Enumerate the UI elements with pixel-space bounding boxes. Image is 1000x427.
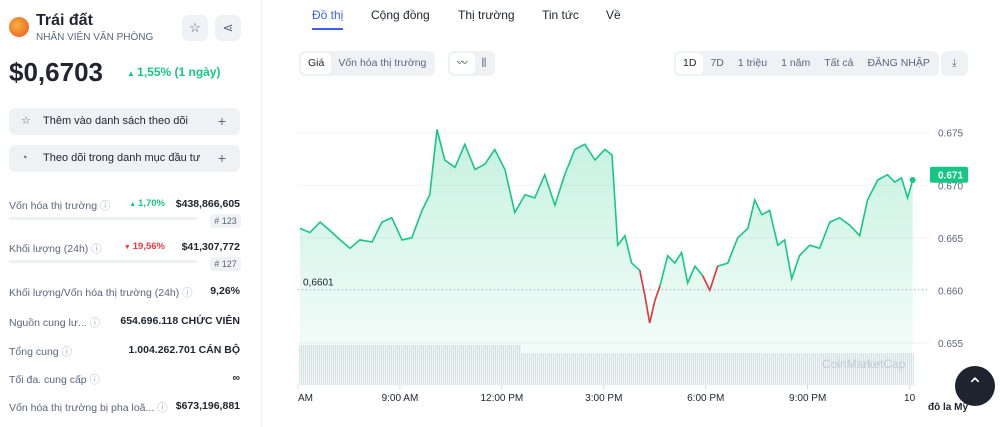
volume-bar [299, 345, 301, 385]
price-change: 1,55% (1 ngày) [127, 65, 220, 79]
stat-value: ∞ [232, 372, 241, 384]
range-button[interactable]: ĐĂNG NHẬP [867, 57, 930, 69]
stat-label: Khối lượng/Vốn hóa thị trường (24h) [9, 285, 193, 300]
y-tick-label: 0.665 [938, 234, 963, 245]
stat-change: 19,56% [124, 241, 165, 252]
price-area [300, 129, 913, 385]
stat-value: 654.696.118 CHỨC VIÊN [120, 315, 240, 327]
x-tick-label: 10 [904, 393, 916, 404]
last-point [909, 177, 916, 183]
range-button[interactable]: 1 năm [781, 57, 811, 69]
x-tick-label: 9:00 AM [382, 393, 419, 404]
candle-style-button[interactable]: ⫼ [481, 57, 487, 69]
stat-value: $673,196,881 [175, 400, 240, 412]
range-button[interactable]: Tất cả [824, 57, 854, 69]
download-button[interactable]: ⤓ [941, 51, 968, 76]
rank-badge: # 127 [210, 257, 241, 271]
price-line-below [701, 275, 711, 291]
chart-style: 〰 ⫼ [448, 51, 496, 76]
x-tick-label: 12:00 PM [480, 393, 523, 404]
stat-value: 9,26% [210, 285, 240, 297]
tab[interactable]: Tin tức [542, 8, 579, 22]
x-tick-label: 9:00 PM [789, 393, 826, 404]
stat-change: 1,70% [129, 198, 165, 209]
current-price-tag [930, 166, 968, 183]
x-tick-label: 6:00 PM [687, 393, 724, 404]
price-line-below [654, 285, 661, 302]
sidebar: Trái đất NHÂN VIÊN VĂN PHÒNG ☆ ⋖ $0,6703… [0, 0, 262, 427]
stat-label: Vốn hóa thị trường bị pha loã... [9, 400, 168, 415]
tab[interactable]: Đồ thị [312, 8, 344, 30]
x-tick-label: 3:00 PM [585, 393, 622, 404]
stat-value: $41,307,772 [181, 241, 240, 253]
stat-row: Nguồn cung lư... 654.696.118 CHỨC VIÊN [9, 315, 240, 331]
y-tick-label: 0.660 [938, 286, 963, 297]
stat-value: 1.004.262.701 CÁN BỘ [128, 344, 240, 356]
range-button[interactable]: 1D [676, 53, 704, 74]
scroll-top-button[interactable]: ⌃ [955, 366, 995, 406]
stat-label: Nguồn cung lư... [9, 315, 100, 330]
volume-bar [913, 353, 915, 385]
coin-logo [9, 17, 29, 37]
range-selector: 1D 7D 1 triệu 1 năm Tất cả ĐĂNG NHẬP [674, 51, 939, 76]
toggle-button[interactable]: Vốn hóa thị trường [338, 57, 427, 69]
tab[interactable]: Về [606, 8, 621, 22]
tab[interactable]: Thị trường [458, 8, 515, 22]
line-style-button[interactable]: 〰 [450, 53, 475, 74]
stat-row: Khối lượng/Vốn hóa thị trường (24h) 9,26% [9, 285, 240, 301]
button-label: Thêm vào danh sách theo dõi [43, 115, 188, 127]
range-button[interactable]: 1 triệu [737, 57, 768, 69]
rank-badge: # 123 [210, 214, 241, 228]
stat-value: $438,866,605 [175, 198, 240, 210]
stat-label: Khối lượng (24h) [9, 241, 102, 256]
price-line-below [648, 300, 656, 324]
price-line-below [639, 270, 646, 296]
price-line [299, 129, 914, 324]
tab[interactable]: Cộng đồng [371, 8, 430, 22]
stat-label: Tổng cung [9, 344, 72, 359]
rank-bar [9, 260, 197, 263]
toggle-button[interactable]: Giá [301, 53, 332, 74]
x-tick-label: AM [298, 393, 313, 404]
stat-label: Tối đa. cung cấp [9, 372, 100, 387]
coin-name: Trái đất [36, 12, 93, 29]
currency-label: đô la Mỹ [928, 402, 969, 413]
stat-label: Vốn hóa thị trường [9, 198, 110, 213]
range-button[interactable]: 7D [710, 57, 724, 69]
current-price-label: 0.671 [938, 171, 963, 182]
watchlist-button[interactable]: ☆ Thêm vào danh sách theo dõi [9, 108, 240, 135]
price-line-below [709, 265, 719, 291]
stat-row: Vốn hóa thị trường bị pha loã... $673,196… [9, 400, 240, 416]
rank-bar [9, 217, 197, 220]
star-button[interactable]: ☆ [182, 15, 208, 41]
share-button[interactable]: ⋖ [215, 15, 241, 41]
y-tick-label: 0.675 [938, 129, 963, 140]
y-tick-label: 0.655 [938, 339, 963, 350]
stat-row: Vốn hóa thị trường 1,70% $438,866,605 [9, 198, 240, 214]
reference-label: 0,6601 [303, 277, 334, 288]
price-line-below [644, 295, 651, 324]
stat-row: Tổng cung 1.004.262.701 CÁN BỘ [9, 344, 240, 360]
coin-subtitle: NHÂN VIÊN VĂN PHÒNG [36, 32, 154, 43]
portfolio-button[interactable]: ◔ Theo dõi trong danh mục đầu tư [9, 145, 240, 172]
stat-row: Khối lượng (24h) 19,56% $41,307,772 [9, 241, 240, 257]
button-label: Theo dõi trong danh mục đầu tư [43, 152, 201, 164]
price: $0,6703 [9, 57, 103, 87]
stat-row: Tối đa. cung cấp ∞ [9, 372, 240, 388]
y-tick-label: 0.670 [938, 181, 963, 192]
chart-toggle: Giá Vốn hóa thị trường [299, 51, 436, 76]
